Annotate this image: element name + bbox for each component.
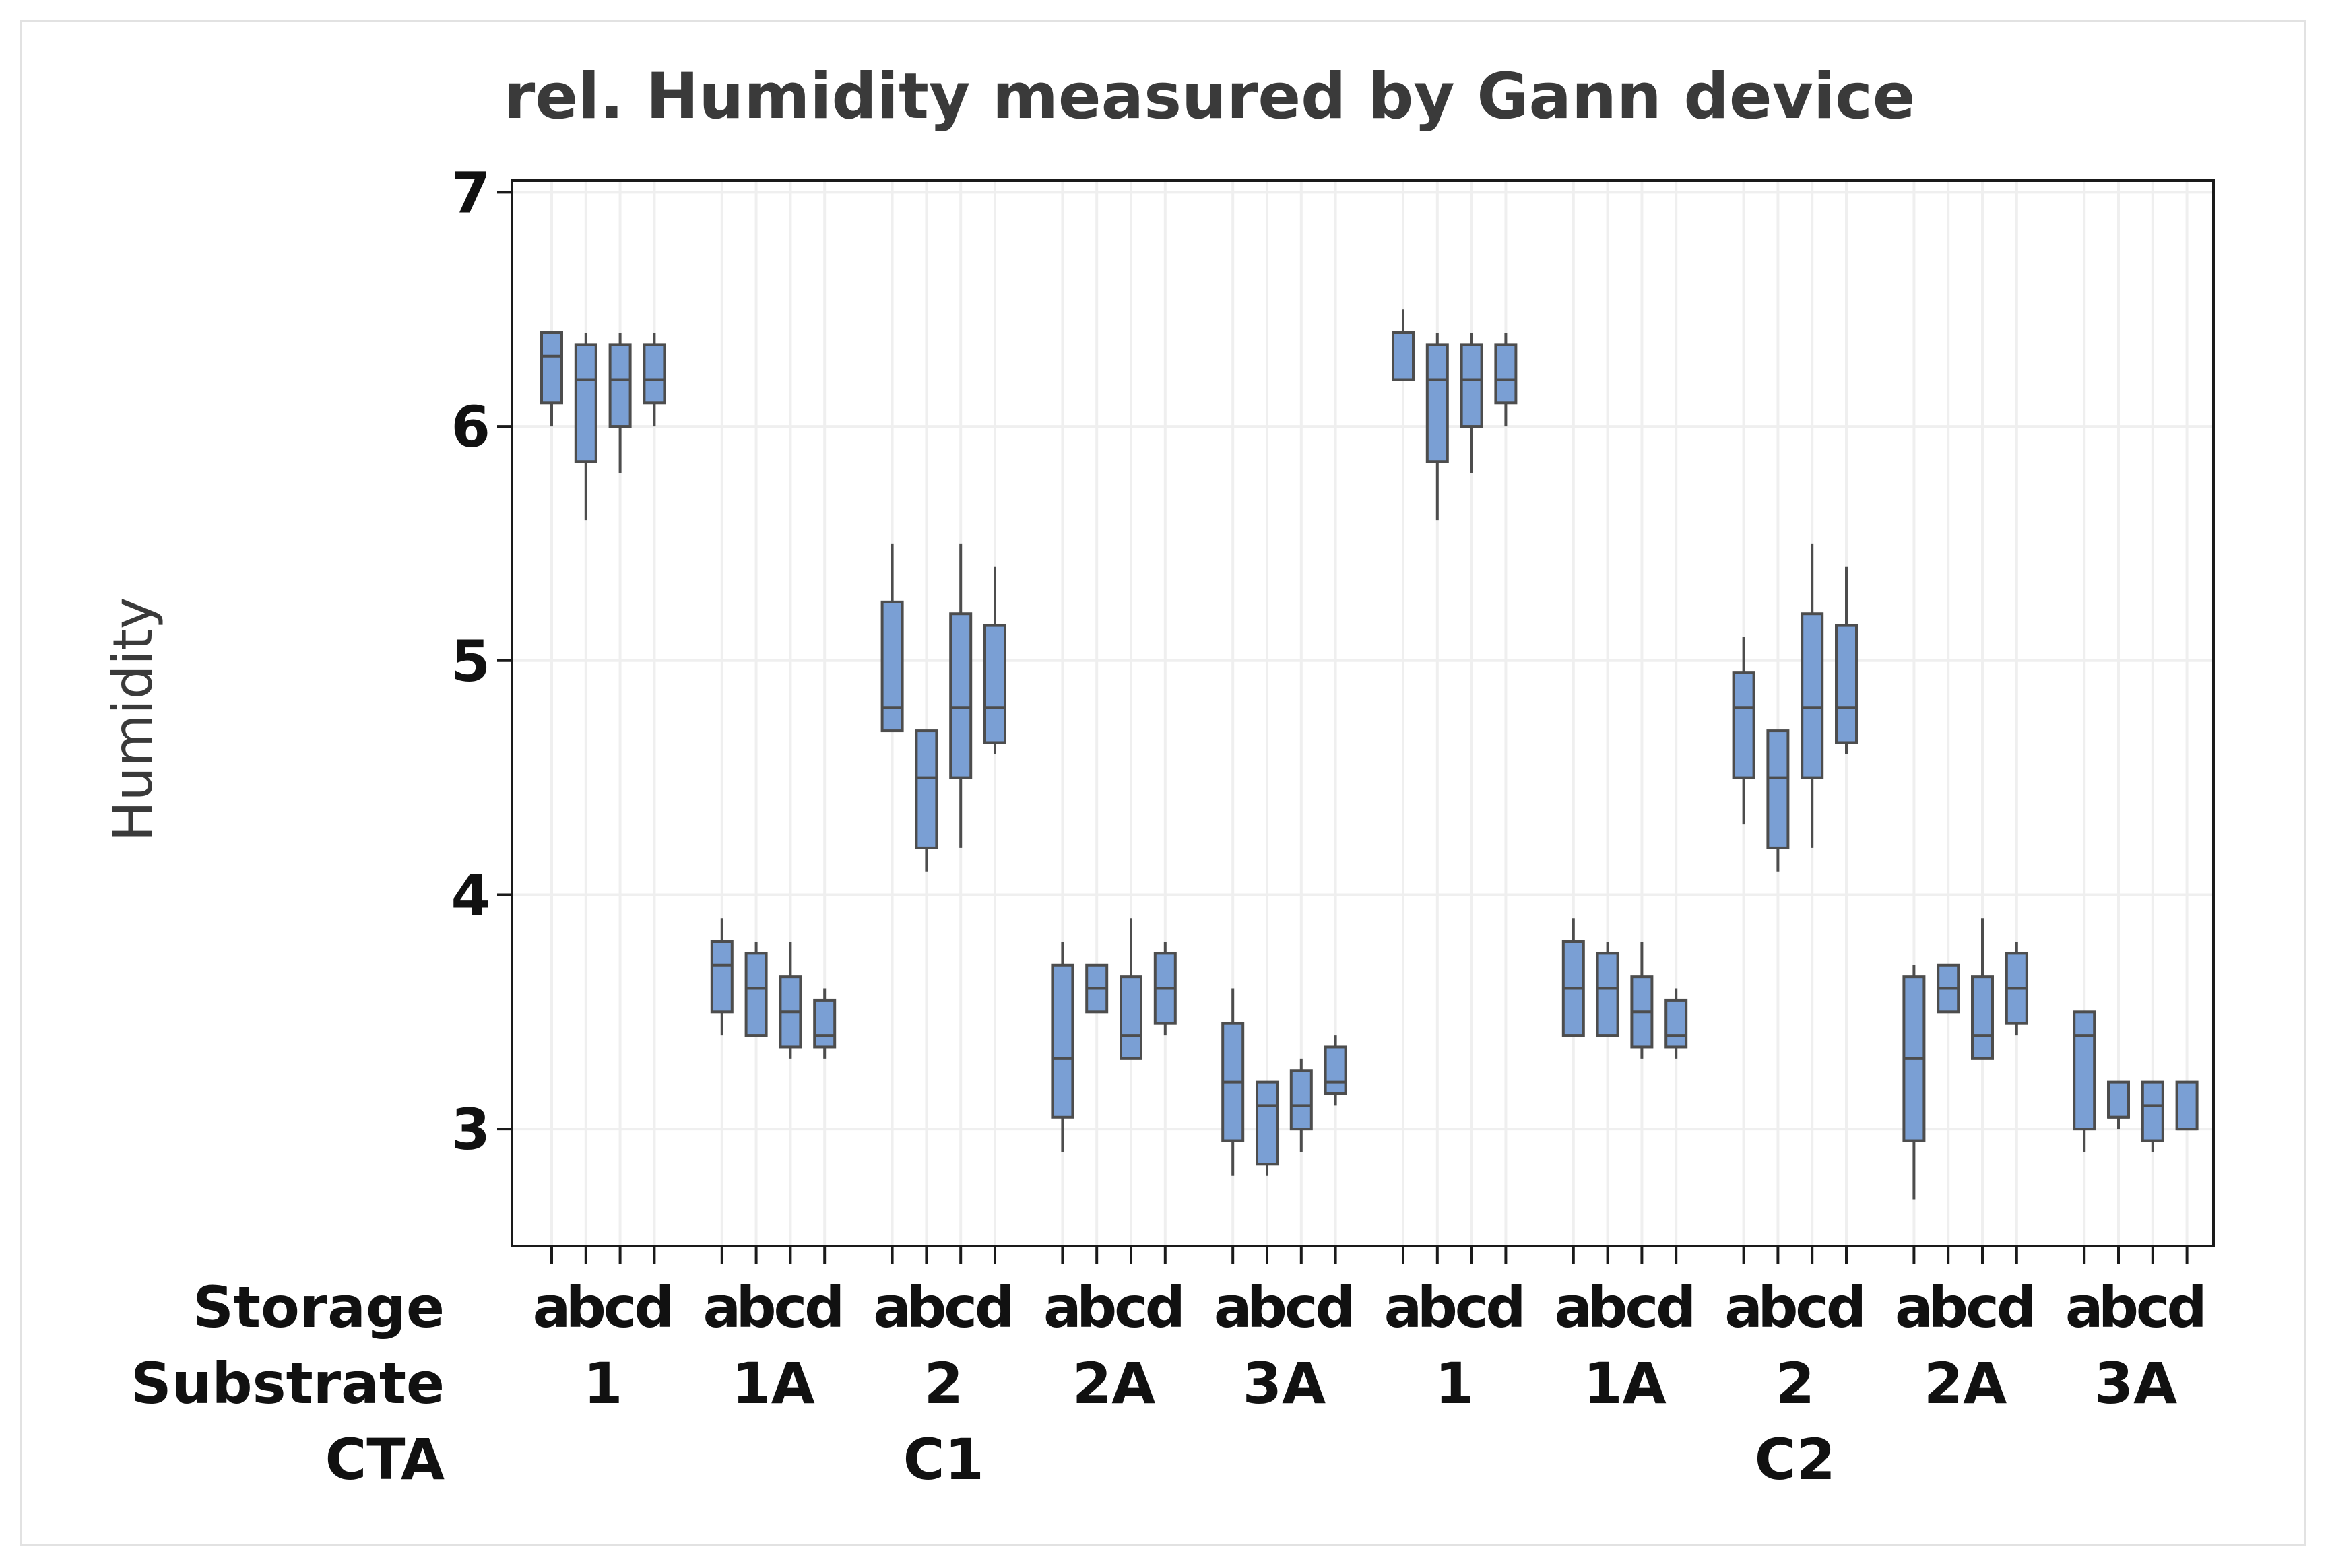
box-layer [540, 309, 2199, 1200]
storage-tick-label: b [736, 1274, 777, 1340]
box-body [1289, 1069, 1313, 1131]
storage-tick-label: b [906, 1274, 946, 1340]
substrate-tick-label: 2A [1924, 1350, 2007, 1416]
storage-tick-label: a [703, 1274, 741, 1340]
box-body [1971, 975, 1994, 1060]
y-tick-label: 7 [451, 160, 490, 226]
box-body [1324, 1045, 1347, 1096]
storage-tick-label: b [1588, 1274, 1628, 1340]
box-body [949, 612, 973, 779]
box-body [1494, 343, 1518, 405]
y-tick-label: 4 [451, 862, 490, 928]
box-body [1256, 1080, 1279, 1166]
storage-tick-label: c [1114, 1274, 1148, 1340]
box-body [1392, 331, 1415, 381]
y-tick-label: 5 [451, 628, 490, 694]
storage-tick-label: c [1625, 1274, 1659, 1340]
storage-tick-label: a [1724, 1274, 1763, 1340]
storage-tick-label: d [1145, 1274, 1186, 1340]
cta-tick-label: C1 [903, 1427, 984, 1493]
box-body [2073, 1010, 2096, 1131]
row-label-cta: CTA [325, 1427, 445, 1493]
box-body [983, 624, 1006, 744]
storage-tick-label: d [975, 1274, 1015, 1340]
substrate-tick-label: 3A [2094, 1350, 2177, 1416]
box-body [608, 343, 632, 428]
box-body [1835, 624, 1858, 744]
box-body [1596, 952, 1619, 1037]
box-body [643, 343, 666, 405]
y-tick-label: 6 [451, 394, 490, 460]
storage-tick-label: d [634, 1274, 674, 1340]
storage-tick-label: c [604, 1274, 637, 1340]
storage-tick-label: a [1214, 1274, 1252, 1340]
box-body [744, 952, 768, 1037]
grid-layer [512, 181, 2213, 1246]
storage-tick-label: d [1826, 1274, 1867, 1340]
storage-tick-label: b [566, 1274, 606, 1340]
storage-tick-label: b [1417, 1274, 1458, 1340]
storage-tick-label: d [804, 1274, 845, 1340]
box-body [2175, 1080, 2199, 1131]
substrate-tick-label: 1A [1583, 1350, 1666, 1416]
storage-tick-label: c [944, 1274, 977, 1340]
storage-tick-label: b [1757, 1274, 1798, 1340]
box-body [2141, 1080, 2164, 1142]
substrate-tick-label: 2 [1776, 1350, 1815, 1416]
substrate-tick-label: 3A [1243, 1350, 1326, 1416]
box-body [1732, 671, 1755, 779]
storage-tick-label: c [1285, 1274, 1318, 1340]
box-body [915, 729, 938, 849]
box-body [1120, 975, 1142, 1060]
storage-tick-label: b [1928, 1274, 1968, 1340]
storage-tick-label: a [873, 1274, 911, 1340]
substrate-tick-label: 2 [924, 1350, 963, 1416]
plot-area-border [511, 179, 2215, 1247]
chart-frame: 3 4 5 6 7 a b c d 1 a b c d 1A a b c d 2 a b c d 2A a b c d 3A a b c d 1 a b… [20, 20, 2306, 1546]
storage-tick-label: b [1076, 1274, 1117, 1340]
y-axis-label: Humidity [102, 597, 164, 842]
substrate-tick-label: 2A [1072, 1350, 1155, 1416]
storage-tick-label: c [1966, 1274, 1999, 1340]
storage-tick-label: c [2136, 1274, 2170, 1340]
y-tick-label: 3 [451, 1097, 490, 1163]
row-label-substrate: Substrate [131, 1350, 445, 1416]
substrate-tick-label: 1A [732, 1350, 814, 1416]
storage-tick-label: d [1997, 1274, 2037, 1340]
storage-tick-label: c [1455, 1274, 1489, 1340]
box-body [813, 998, 837, 1049]
storage-tick-label: c [774, 1274, 808, 1340]
box-body [710, 940, 734, 1014]
storage-tick-label: b [2098, 1274, 2139, 1340]
substrate-tick-label: 1 [1435, 1350, 1474, 1416]
storage-tick-label: a [1895, 1274, 1933, 1340]
storage-tick-label: a [533, 1274, 571, 1340]
tick-layer: 34567abcd1abcd1Aabcd2abcd2Aabcd3Aabcd1ab… [451, 160, 2207, 1493]
storage-tick-label: a [1384, 1274, 1423, 1340]
storage-tick-label: d [1316, 1274, 1356, 1340]
storage-tick-label: b [1247, 1274, 1287, 1340]
chart-title: rel. Humidity measured by Gann device [504, 60, 1916, 133]
storage-tick-label: c [1795, 1274, 1829, 1340]
storage-tick-label: d [1656, 1274, 1696, 1340]
storage-tick-label: a [1554, 1274, 1592, 1340]
storage-tick-label: a [2065, 1274, 2104, 1340]
box-body [1460, 343, 1483, 428]
box-body [2107, 1080, 2130, 1119]
storage-tick-label: a [1043, 1274, 1082, 1340]
box-body [1664, 998, 1688, 1049]
box-body [880, 600, 904, 733]
box-body [1051, 963, 1074, 1119]
box-body [1425, 343, 1449, 463]
substrate-tick-label: 1 [583, 1350, 622, 1416]
box-body [574, 343, 597, 463]
storage-tick-label: d [2167, 1274, 2207, 1340]
boxplot-chart: 34567abcd1abcd1Aabcd2abcd2Aabcd3Aabcd1ab… [102, 60, 2215, 1493]
cta-tick-label: C2 [1755, 1427, 1836, 1493]
box-body [1801, 612, 1824, 779]
box-body [1766, 729, 1790, 849]
storage-tick-label: d [1485, 1274, 1526, 1340]
row-label-storage: Storage [193, 1274, 445, 1340]
box-body [540, 331, 563, 405]
